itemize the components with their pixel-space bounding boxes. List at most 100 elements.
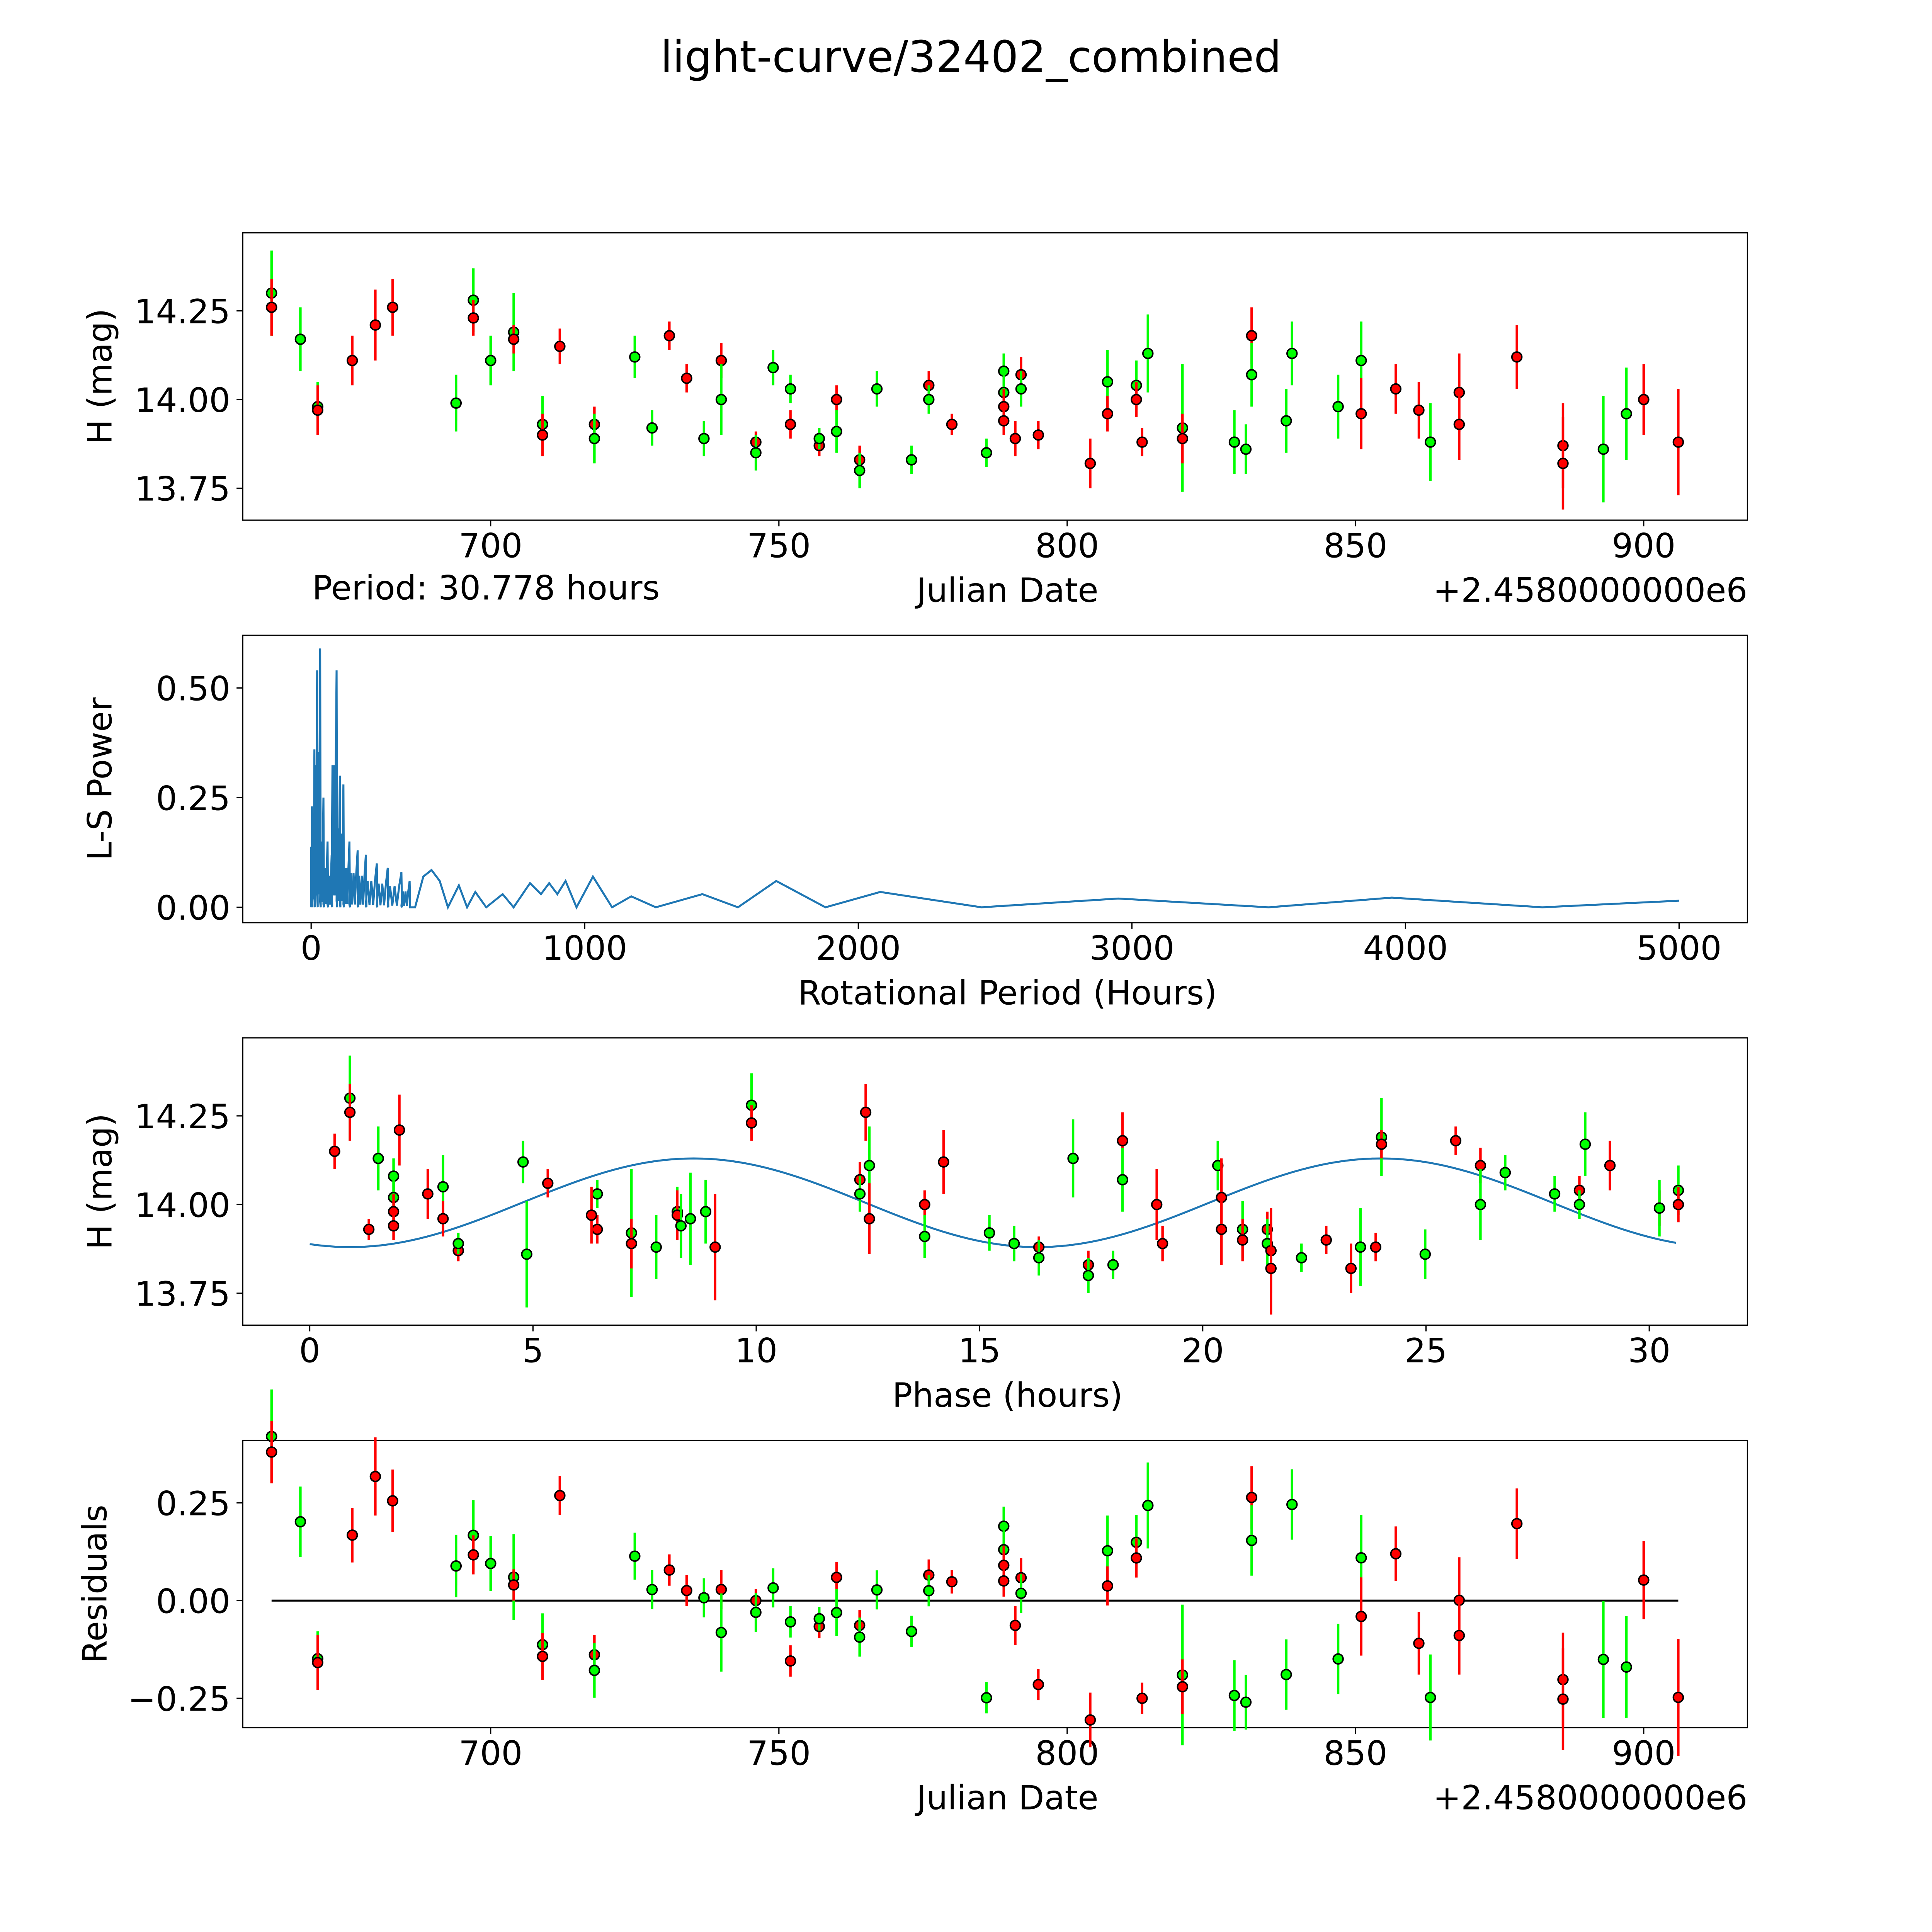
- data-point: [1355, 1552, 1367, 1564]
- data-point: [813, 433, 825, 444]
- data-point: [629, 1550, 641, 1562]
- data-point: [1419, 1248, 1431, 1260]
- residuals-panel: 700 750 800 850 900 −0.25 0.00 0.25 Julian Date R…: [76, 1389, 1748, 1818]
- data-point: [715, 1627, 727, 1638]
- light-curve-panel: 700 750 800 850 900 13.75 14.00 14.25 Julian Dat…: [81, 232, 1748, 610]
- x-tick-label: 4000: [1363, 929, 1448, 968]
- data-point: [1499, 1167, 1511, 1179]
- data-point: [698, 433, 710, 444]
- data-point: [588, 433, 600, 444]
- x-tick-label: 30: [1628, 1332, 1670, 1371]
- data-point: [854, 1631, 866, 1643]
- data-point: [1672, 1199, 1684, 1211]
- y-axis-label: H (mag): [81, 1114, 119, 1250]
- data-point: [854, 464, 866, 476]
- data-point: [1033, 1252, 1045, 1264]
- data-point: [554, 340, 566, 352]
- data-point: [1332, 401, 1344, 413]
- data-point: [542, 1177, 554, 1189]
- data-point: [784, 383, 796, 395]
- data-point: [537, 1650, 548, 1662]
- data-point: [1621, 408, 1632, 420]
- data-point: [369, 319, 381, 331]
- data-point: [1228, 1690, 1240, 1701]
- data-point: [1102, 1545, 1114, 1557]
- data-point: [1511, 351, 1523, 363]
- data-point: [998, 415, 1010, 427]
- data-point: [387, 301, 398, 313]
- data-point: [784, 1616, 796, 1628]
- data-point: [1475, 1199, 1486, 1211]
- data-point: [437, 1181, 449, 1193]
- data-point: [1638, 394, 1650, 405]
- data-point: [422, 1188, 434, 1200]
- data-point: [1117, 1135, 1128, 1146]
- data-point: [1015, 383, 1027, 395]
- data-point: [388, 1170, 400, 1182]
- phased-panel: 0 5 10 15 20 25 30 13.75 14.00 14.25 Phase (hours)…: [81, 1037, 1748, 1415]
- y-tick-label: 14.00: [134, 1186, 230, 1225]
- x-tick-label: 800: [1035, 527, 1099, 565]
- y-tick-label: 14.00: [134, 381, 230, 420]
- data-point: [1177, 433, 1188, 444]
- data-point: [1390, 1548, 1402, 1560]
- data-point: [346, 355, 358, 366]
- data-point: [369, 1471, 381, 1482]
- data-point: [1638, 1574, 1650, 1586]
- data-point: [700, 1206, 712, 1218]
- data-point: [1177, 1681, 1188, 1692]
- x-tick-label: 20: [1182, 1332, 1224, 1371]
- x-tick-label: 750: [747, 527, 811, 565]
- data-point: [1413, 404, 1425, 416]
- x-tick-label: 15: [958, 1332, 1001, 1371]
- data-point: [1102, 1580, 1114, 1592]
- data-point: [1286, 1498, 1298, 1510]
- x-tick-label: 850: [1323, 1734, 1387, 1773]
- data-point: [919, 1199, 930, 1211]
- y-tick-label: 13.75: [134, 1275, 230, 1314]
- x-axis-label: Phase (hours): [892, 1376, 1123, 1415]
- data-point: [1320, 1234, 1332, 1246]
- data-point: [1557, 1693, 1569, 1705]
- data-point: [998, 1520, 1010, 1532]
- data-point: [831, 1607, 842, 1619]
- data-point: [919, 1231, 930, 1242]
- data-point: [663, 1564, 675, 1576]
- data-point: [1573, 1199, 1585, 1211]
- data-point: [1246, 1492, 1258, 1503]
- y-tick-label: 14.25: [134, 1098, 230, 1136]
- x-tick-label: 5000: [1636, 929, 1721, 968]
- data-point: [1008, 1238, 1020, 1250]
- data-point: [468, 1549, 479, 1561]
- data-point: [1286, 347, 1298, 359]
- data-point: [681, 372, 692, 384]
- data-point: [946, 1576, 958, 1588]
- data-point: [1475, 1160, 1486, 1172]
- y-tick-label: 0.50: [156, 670, 231, 709]
- data-point: [363, 1223, 375, 1235]
- data-point: [946, 418, 958, 430]
- data-point: [831, 425, 842, 437]
- x-axis-label: Julian Date: [915, 571, 1099, 610]
- data-point: [767, 362, 779, 374]
- x-tick-label: 850: [1323, 527, 1387, 565]
- x-tick-label: 750: [747, 1734, 811, 1773]
- data-point: [750, 1606, 762, 1618]
- data-point: [1281, 1668, 1292, 1680]
- x-axis-label: Julian Date: [915, 1779, 1099, 1818]
- data-point: [1117, 1174, 1128, 1185]
- data-point: [1425, 436, 1436, 448]
- data-point: [588, 1665, 600, 1676]
- data-point: [746, 1117, 757, 1129]
- data-point: [537, 429, 548, 441]
- data-point: [294, 1516, 306, 1528]
- y-tick-label: 0.00: [156, 889, 231, 928]
- x-tick-label: 2000: [816, 929, 901, 968]
- data-point: [1355, 1611, 1367, 1622]
- plot-frame: [242, 1439, 1748, 1728]
- data-point: [831, 1571, 842, 1583]
- data-point: [650, 1241, 662, 1253]
- data-point: [998, 1575, 1010, 1587]
- data-point: [554, 1490, 566, 1502]
- y-axis-label: Residuals: [76, 1505, 115, 1663]
